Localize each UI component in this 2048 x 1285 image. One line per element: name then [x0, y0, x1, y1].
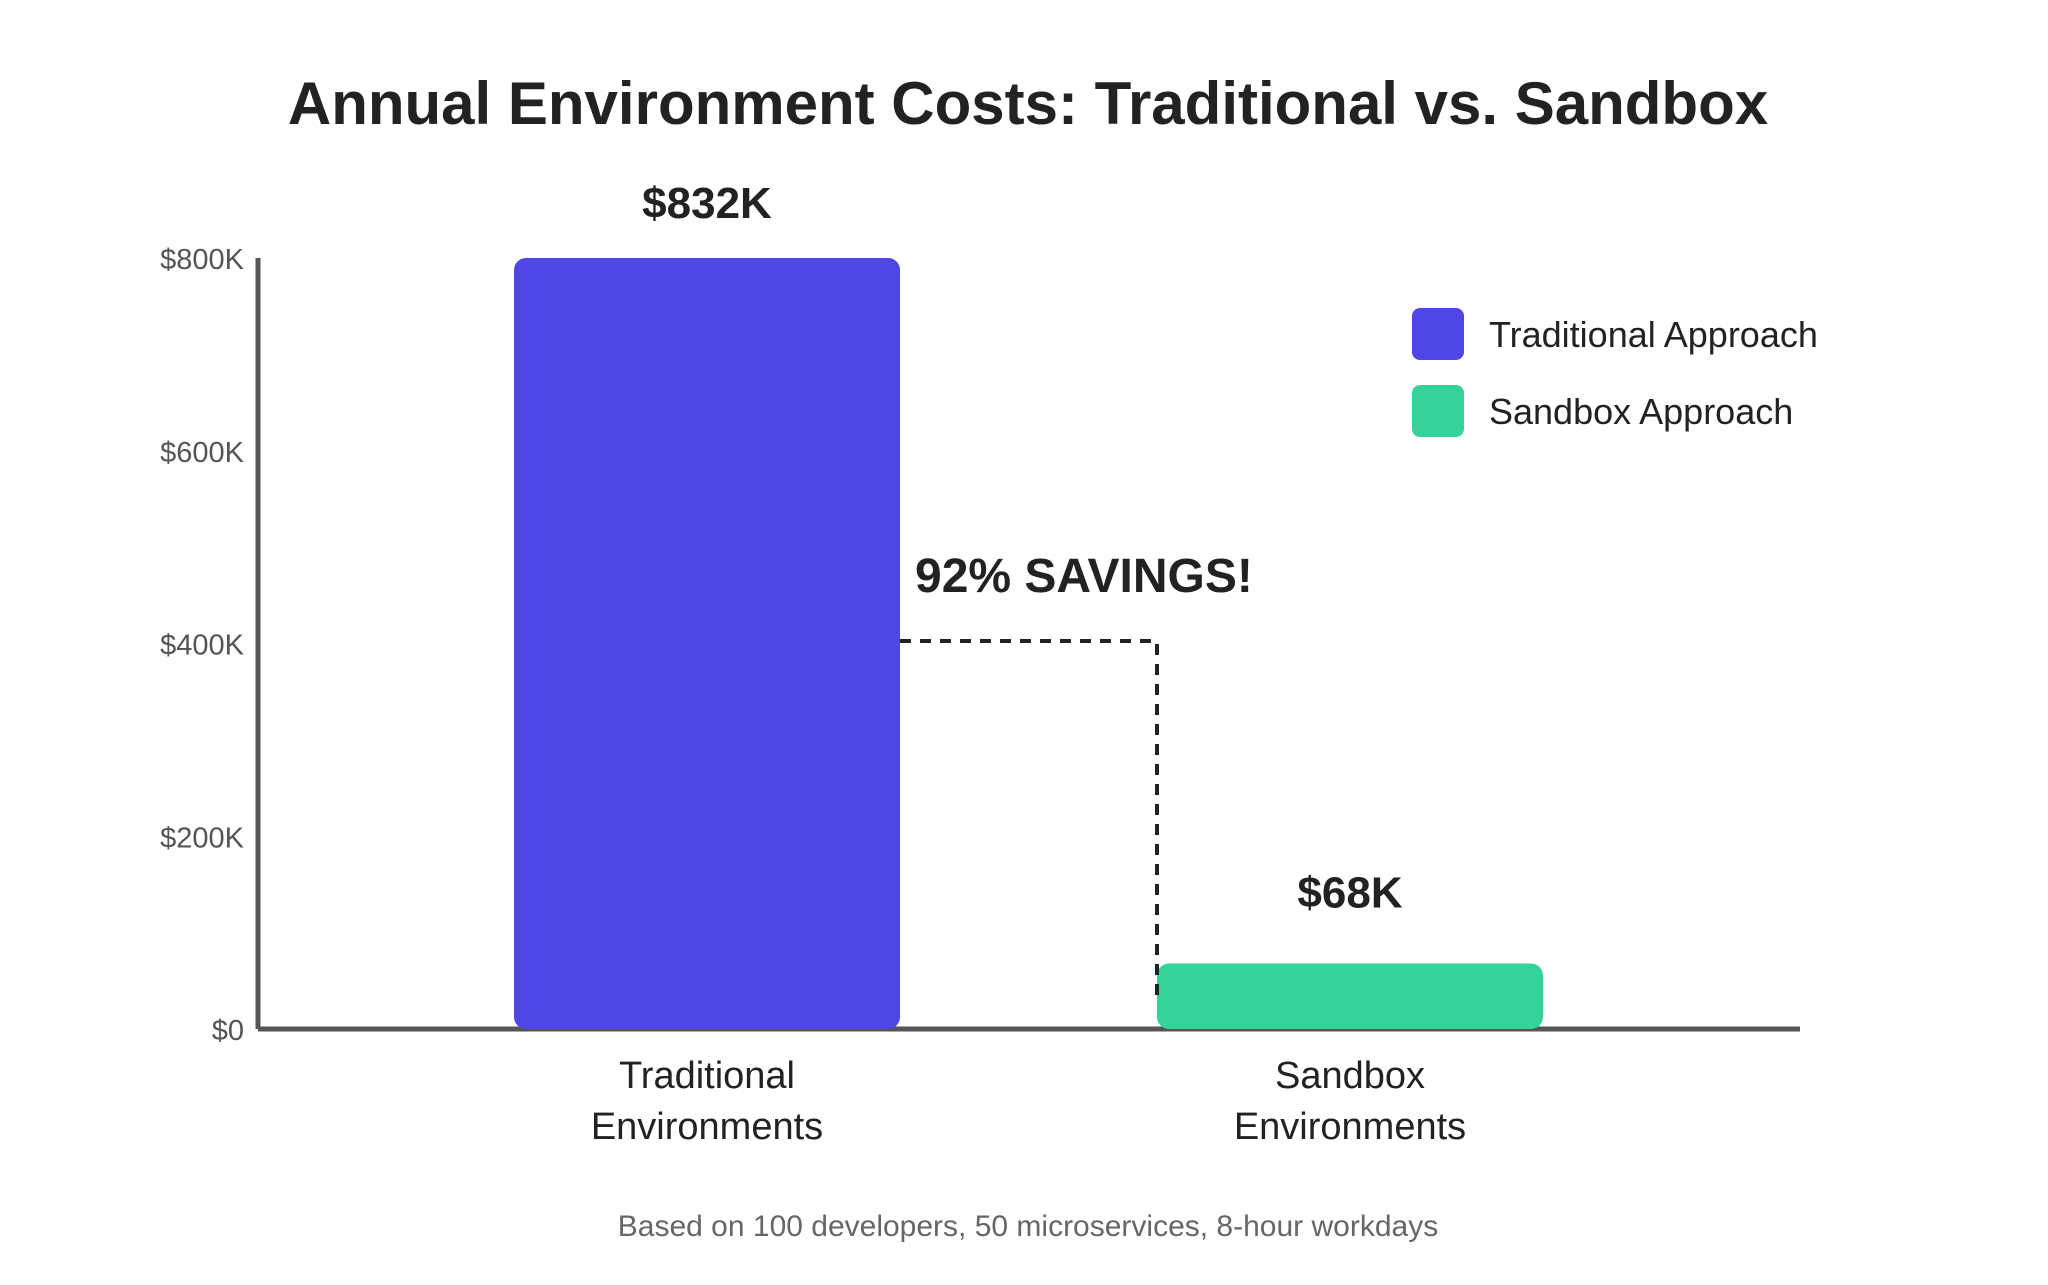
- y-tick-label: $0: [212, 1015, 244, 1047]
- x-tick-label: Traditional Environments: [591, 1055, 823, 1148]
- chart-title: Annual Environment Costs: Traditional vs…: [288, 70, 1768, 137]
- legend-swatch: [1412, 385, 1464, 437]
- legend-label: Sandbox Approach: [1489, 391, 1793, 432]
- y-tick-label: $200K: [160, 822, 245, 854]
- savings-annotation: 92% SAVINGS!: [900, 550, 1253, 995]
- bars: $832K $68K: [514, 179, 1543, 1029]
- axes: $0 $200K $400K $600K $800K Traditional Environ…: [160, 244, 1800, 1148]
- y-tick-label: $800K: [160, 244, 245, 276]
- savings-connector: [900, 639, 1159, 995]
- legend: Traditional Approach Sandbox Approach: [1412, 308, 1818, 437]
- bar-traditional: [514, 258, 900, 1029]
- y-tick-label: $400K: [160, 630, 245, 662]
- y-tick-label: $600K: [160, 437, 245, 469]
- data-label: $832K: [642, 179, 772, 228]
- data-label: $68K: [1297, 868, 1402, 917]
- savings-annotation-label: 92% SAVINGS!: [915, 550, 1253, 603]
- x-tick-label: Sandbox Environments: [1234, 1055, 1466, 1148]
- legend-swatch: [1412, 308, 1464, 360]
- bar-sandbox: [1157, 963, 1543, 1029]
- chart-footnote: Based on 100 developers, 50 microservice…: [618, 1210, 1438, 1243]
- legend-label: Traditional Approach: [1489, 314, 1818, 355]
